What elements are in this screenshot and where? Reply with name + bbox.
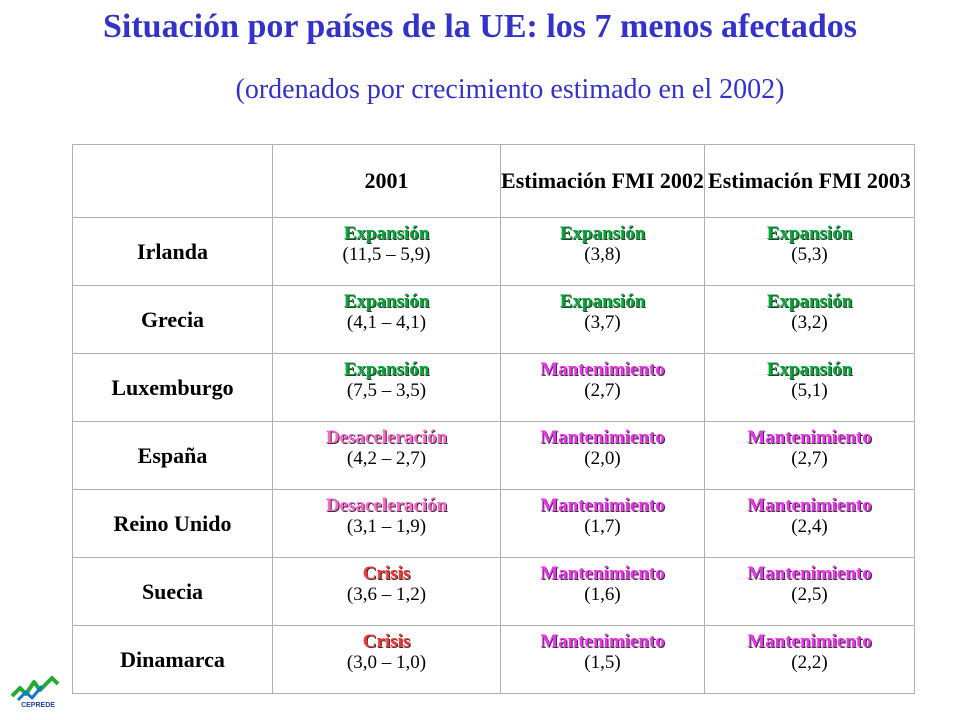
status-value: (2,7) [791,447,828,469]
status-label: Mantenimiento [747,494,872,516]
status-cell: Expansión (5,3) [704,217,915,286]
status-value: (7,5 – 3,5) [346,379,427,401]
status-cell: Mantenimiento (2,0) [500,421,705,490]
status-cell: Desaceleración (4,2 – 2,7) [272,421,501,490]
status-cell: Crisis (3,6 – 1,2) [272,557,501,626]
status-cell: Mantenimiento (2,4) [704,489,915,558]
status-cell: Expansión (5,1) [704,353,915,422]
status-value: (1,5) [584,651,621,673]
status-cell: Expansión (4,1 – 4,1) [272,285,501,354]
status-value: (2,2) [791,651,828,673]
status-value: (3,7) [584,311,621,333]
status-cell: Mantenimiento (2,7) [704,421,915,490]
status-cell: Expansión (7,5 – 3,5) [272,353,501,422]
status-value: (3,1 – 1,9) [346,515,427,537]
status-value: (1,7) [584,515,621,537]
status-label: Expansión [559,222,646,244]
country-cell: Irlanda [72,217,273,286]
status-label: Mantenimiento [747,426,872,448]
country-cell: Luxemburgo [72,353,273,422]
table-row: Suecia Crisis (3,6 – 1,2) Mantenimiento (1,6… [72,557,915,626]
table-row: Luxemburgo Expansión (7,5 – 3,5) Mantenimie… [72,353,915,422]
status-cell: Mantenimiento (1,5) [500,625,705,694]
status-label: Mantenimiento [540,426,665,448]
status-value: (11,5 – 5,9) [342,243,431,265]
status-label: Desaceleración [325,494,448,516]
status-label: Mantenimiento [540,562,665,584]
country-cell: Grecia [72,285,273,354]
status-value: (2,5) [791,583,828,605]
table-row: Irlanda Expansión (11,5 – 5,9) Expansión (3,… [72,217,915,286]
status-label: Expansión [559,290,646,312]
header-cell-fmi-2002: Estimación FMI 2002 [500,144,705,218]
status-cell: Mantenimiento (1,6) [500,557,705,626]
logo-label: CEPREDE [21,702,55,709]
table-row: España Desaceleración (4,2 – 2,7) Mantenimi… [72,421,915,490]
status-cell: Expansión (11,5 – 5,9) [272,217,501,286]
status-label: Crisis [362,562,411,584]
table-row: Grecia Expansión (4,1 – 4,1) Expansión (3,7)… [72,285,915,354]
status-value: (2,0) [584,447,621,469]
status-label: Mantenimiento [540,358,665,380]
status-label: Mantenimiento [540,630,665,652]
status-label: Expansión [766,358,853,380]
status-value: (3,6 – 1,2) [346,583,427,605]
header-cell-empty [72,144,273,218]
status-label: Expansión [766,222,853,244]
country-cell: Reino Unido [72,489,273,558]
status-value: (2,4) [791,515,828,537]
status-value: (4,1 – 4,1) [346,311,427,333]
status-label: Crisis [362,630,411,652]
status-label: Expansión [343,358,430,380]
status-value: (2,7) [584,379,621,401]
status-cell: Expansión (3,8) [500,217,705,286]
status-value: (5,1) [791,379,828,401]
table-row: Dinamarca Crisis (3,0 – 1,0) Mantenimiento(… [72,625,915,694]
page-subtitle: (ordenados por crecimiento estimado en e… [235,74,785,105]
status-cell: Expansión (3,2) [704,285,915,354]
status-cell: Desaceleración (3,1 – 1,9) [272,489,501,558]
table-header-row: 2001 Estimación FMI 2002 Estimación FMI … [72,144,915,218]
country-cell: España [72,421,273,490]
status-cell: Expansión (3,7) [500,285,705,354]
country-cell: Dinamarca [72,625,273,694]
status-label: Expansión [343,290,430,312]
ceprede-logo-icon [10,676,60,702]
status-cell: Mantenimiento (1,7) [500,489,705,558]
status-value: (3,2) [791,311,828,333]
country-cell: Suecia [72,557,273,626]
status-cell: Crisis (3,0 – 1,0) [272,625,501,694]
status-value: (3,0 – 1,0) [346,651,427,673]
status-label: Expansión [343,222,430,244]
status-cell: Mantenimiento (2,2) [704,625,915,694]
status-label: Expansión [766,290,853,312]
status-label: Desaceleración [325,426,448,448]
status-value: (3,8) [584,243,621,265]
status-value: (5,3) [791,243,828,265]
status-cell: Mantenimiento (2,7) [500,353,705,422]
status-label: Mantenimiento [540,494,665,516]
status-label: Mantenimiento [747,562,872,584]
status-value: (1,6) [584,583,621,605]
header-cell-2001: 2001 [272,144,501,218]
table-row: Reino Unido Desaceleración (3,1 – 1,9) Mant… [72,489,915,558]
status-value: (4,2 – 2,7) [346,447,427,469]
status-cell: Mantenimiento (2,5) [704,557,915,626]
header-cell-fmi-2003: Estimación FMI 2003 [704,144,915,218]
status-label: Mantenimiento [747,630,872,652]
ceprede-logo: CEPREDE [8,672,68,718]
situation-table: 2001 Estimación FMI 2002 Estimación FMI … [72,144,915,694]
page-title: Situación por países de la UE: los 7 men… [102,8,858,45]
